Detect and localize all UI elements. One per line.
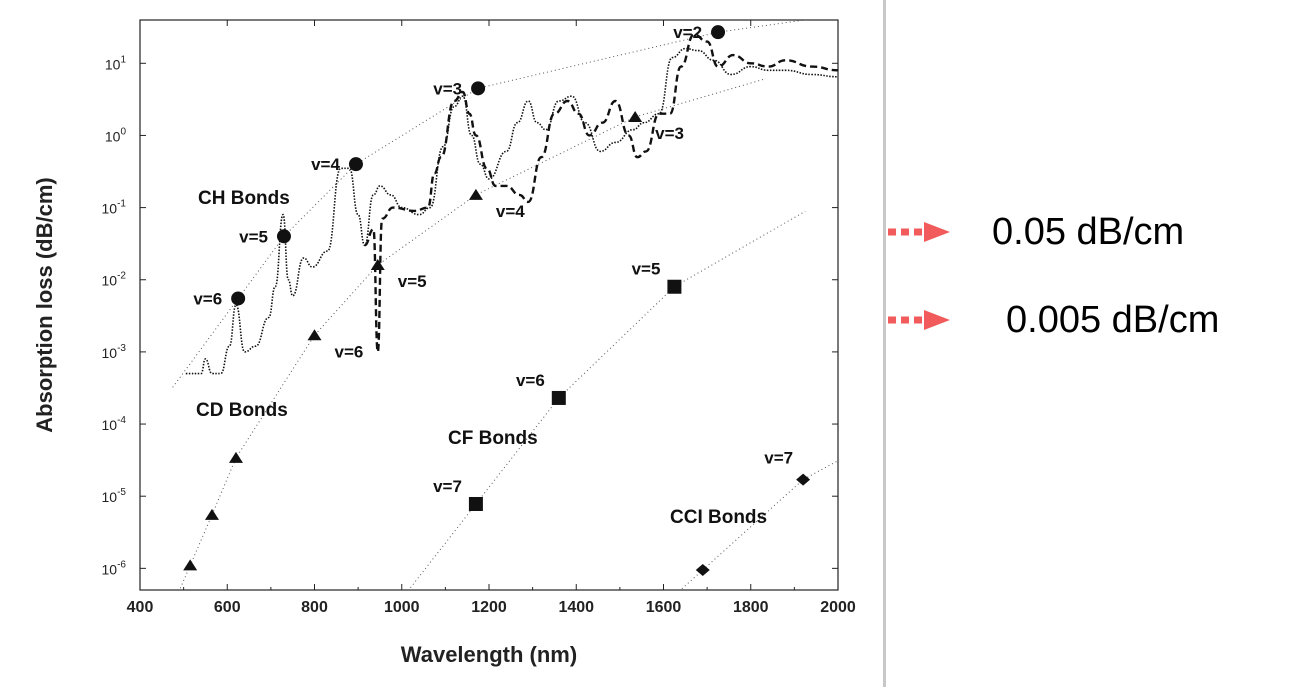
cd-marker (228, 451, 243, 463)
vibrational-label: v=6 (335, 342, 364, 361)
cd-marker (183, 559, 198, 571)
y-tick-label: 10-1 (102, 199, 127, 217)
vibrational-label: v=6 (516, 371, 545, 390)
trend-line (179, 78, 767, 590)
x-axis-label: Wavelength (nm) (401, 642, 577, 667)
absorption-loss-chart: 400 600 800 1000 1200 1400 1600 1800 2000 101 100 1… (32, 19, 856, 667)
red-arrow-icon (888, 310, 950, 330)
cd-marker (628, 111, 643, 123)
vibrational-label: v=5 (239, 227, 268, 246)
vibrational-label: v=6 (193, 289, 222, 308)
annotation-0-005: 0.005 dB/cm (886, 300, 1306, 340)
cf-marker (667, 279, 682, 294)
ccl-marker (695, 563, 710, 576)
vibrational-label: v=3 (433, 79, 462, 98)
vibrational-label: v=5 (632, 260, 661, 279)
cd-marker (370, 259, 385, 271)
y-tick-label: 100 (105, 126, 127, 144)
vibrational-label: v=4 (311, 155, 340, 174)
cf-marker (551, 390, 566, 405)
x-tick-label: 1400 (558, 599, 594, 616)
x-tick-label: 600 (214, 599, 241, 616)
ch-marker (231, 291, 246, 306)
vertical-divider (883, 0, 886, 687)
vibrational-label: v=5 (398, 272, 427, 291)
measured-curves (185, 33, 838, 375)
x-tick-label: 1200 (471, 599, 507, 616)
vibrational-label: v=3 (655, 124, 684, 143)
vibrational-label: v=2 (673, 23, 702, 42)
bond-series-label: CH Bonds (198, 188, 290, 209)
measured-curve-dashed (364, 33, 838, 354)
annotation-0-05: 0.05 dB/cm (886, 212, 1306, 252)
vibrational-label: v=7 (433, 477, 462, 496)
annotation-label: 0.05 dB/cm (992, 211, 1185, 253)
ch-marker (348, 157, 363, 172)
y-tick-label: 10-6 (102, 559, 127, 577)
cf-marker (468, 496, 483, 511)
x-tick-label: 1800 (733, 599, 769, 616)
ch-marker (471, 81, 486, 96)
plot-frame (139, 19, 839, 591)
cd-marker (307, 329, 322, 341)
x-tick-label: 1000 (384, 599, 420, 616)
y-tick-label: 10-2 (102, 271, 127, 289)
x-tick-label: 2000 (820, 599, 856, 616)
cd-marker (204, 508, 219, 520)
ch-marker (276, 229, 291, 244)
trend-line (410, 210, 806, 589)
vibrational-label: v=7 (764, 449, 793, 468)
vibrational-label: v=4 (496, 202, 525, 221)
bond-series-label: CCI Bonds (670, 507, 767, 528)
y-tick-label: 101 (105, 54, 127, 72)
y-tick-label: 10-3 (102, 343, 127, 361)
trend-lines (172, 20, 838, 590)
y-tick-label: 10-4 (102, 415, 127, 433)
bond-series-label: CF Bonds (448, 428, 538, 449)
bond-series-label: CD Bonds (196, 400, 288, 421)
cd-marker (468, 188, 483, 200)
ccl-marker (796, 473, 811, 486)
x-tick-label: 400 (127, 599, 154, 616)
y-axis-label: Absorption loss (dB/cm) (32, 177, 57, 432)
annotation-label: 0.005 dB/cm (1006, 299, 1220, 341)
y-tick-label: 10-5 (102, 487, 127, 505)
red-arrow-icon (888, 222, 950, 242)
x-tick-label: 1600 (646, 599, 682, 616)
ch-marker (711, 25, 726, 40)
x-tick-label: 800 (301, 599, 328, 616)
